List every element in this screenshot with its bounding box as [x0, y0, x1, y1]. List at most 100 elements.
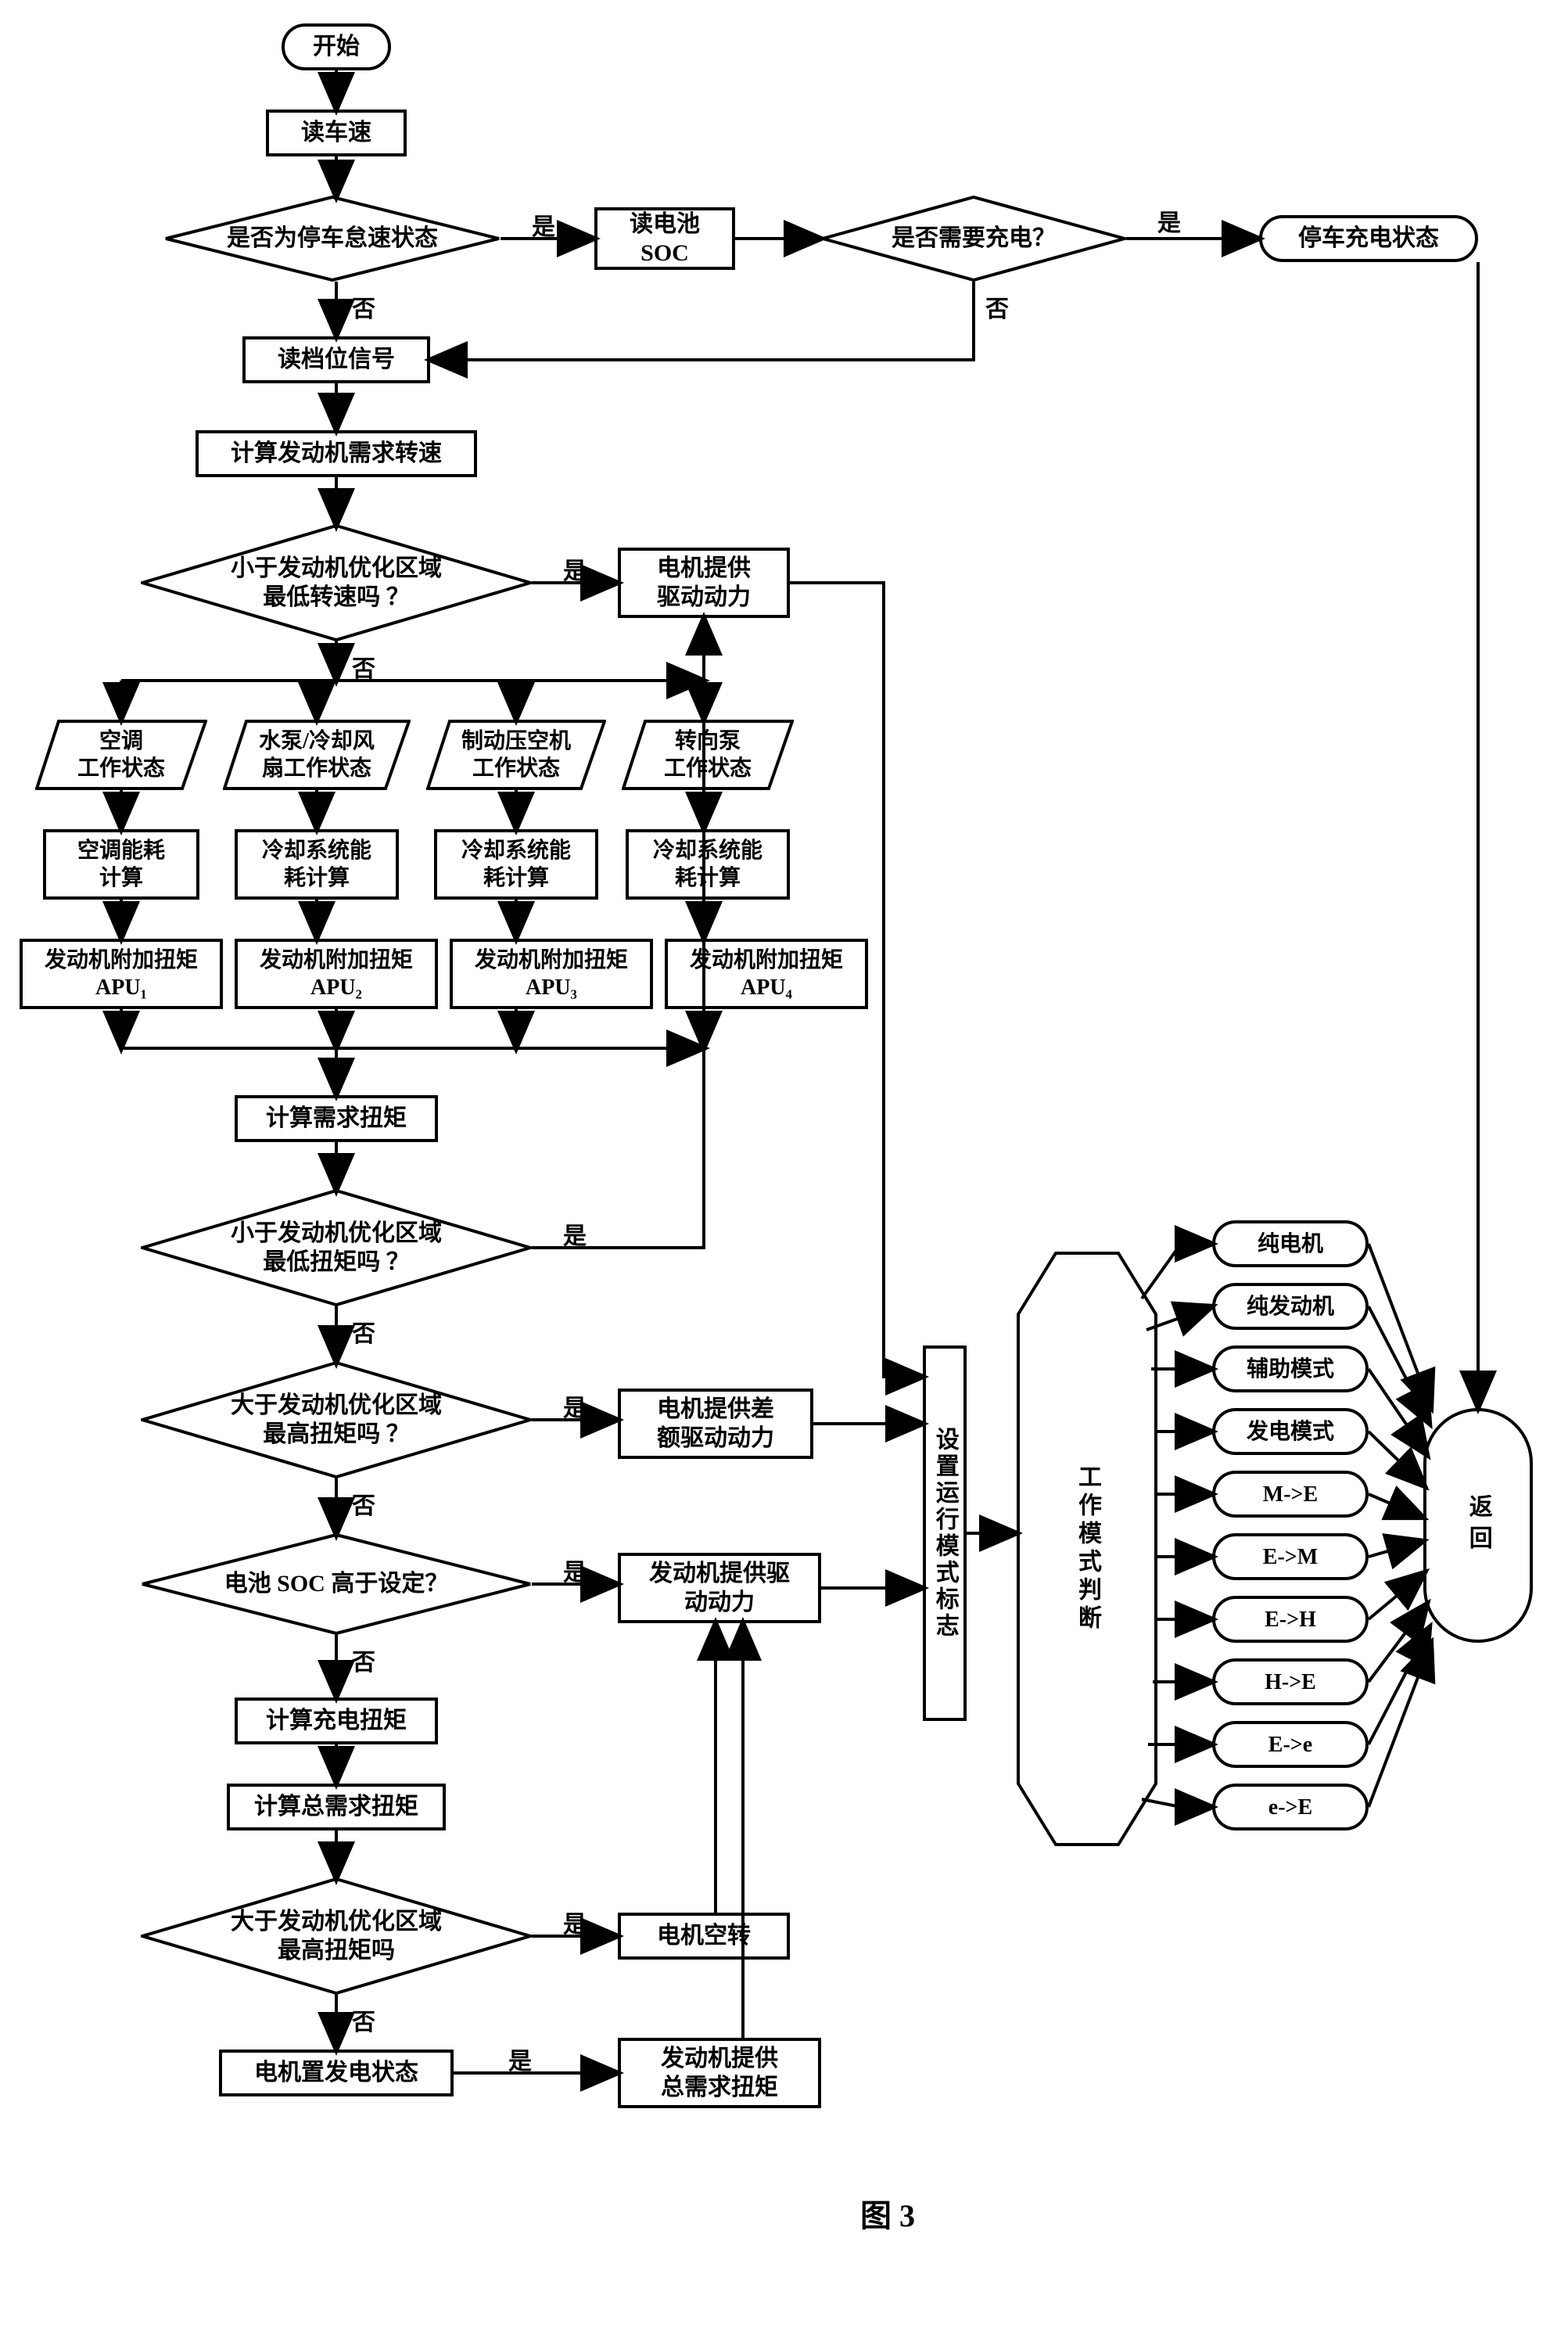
read-speed-box: 读车速	[266, 110, 407, 156]
lbl-rpm-yes: 是	[563, 551, 587, 586]
mode-8: E->e	[1212, 1721, 1369, 1768]
motor-gen-state-label: 电机置发电状态	[254, 2058, 418, 2088]
start-terminator: 开始	[282, 23, 391, 70]
lbl-maxtorque2-yes: 是	[563, 1905, 587, 1939]
cool-calc-box: 冷却系统能 耗计算	[235, 829, 399, 900]
apu1-box: 发动机附加扭矩 APU₁	[20, 939, 223, 1009]
para-ac: 空调 工作状态	[35, 720, 207, 790]
need-charge-decision: 是否需要充电？	[821, 196, 1126, 282]
para-cool-label: 水泵/冷却风 扇工作状态	[259, 728, 375, 782]
mode-0: 纯电机	[1212, 1220, 1369, 1267]
apu2-label: 发动机附加扭矩 APU₂	[260, 947, 413, 1001]
mode-2-label: 辅助模式	[1247, 1356, 1334, 1383]
soc-above-set-decision: 电池 SOC 高于设定？	[141, 1533, 532, 1635]
lbl-soc-yes: 是	[563, 1553, 587, 1587]
read-soc-label: 读电池 SOC	[630, 210, 700, 268]
figure-caption: 图 3	[860, 2190, 915, 2236]
calc-req-torque-box: 计算需求扭矩	[235, 1095, 438, 1142]
para-steer-label: 转向泵 工作状态	[664, 728, 752, 782]
set-mode-flag-box: 设置运行模式标志	[923, 1345, 967, 1721]
read-gear-box: 读档位信号	[242, 336, 430, 383]
mode-judge-bracket: 工作模式判断	[1017, 1252, 1157, 1846]
mode-8-label: E->e	[1268, 1731, 1312, 1759]
apu3-label: 发动机附加扭矩 APU₃	[475, 947, 628, 1001]
brake-calc-box: 冷却系统能 耗计算	[434, 829, 598, 900]
motor-drive-box: 电机提供 驱动动力	[618, 548, 790, 618]
calc-rpm-box: 计算发动机需求转速	[196, 430, 477, 477]
calc-total-torque-box: 计算总需求扭矩	[227, 1784, 446, 1830]
lbl-maxtorque2-no: 否	[352, 2003, 375, 2037]
apu2-box: 发动机附加扭矩 APU₂	[235, 939, 438, 1009]
mode-3-label: 发电模式	[1247, 1418, 1334, 1446]
set-mode-flag-label: 设置运行模式标志	[930, 1427, 960, 1640]
brake-calc-label: 冷却系统能 耗计算	[461, 837, 571, 892]
apu1-label: 发动机附加扭矩 APU₁	[45, 947, 198, 1001]
below-min-rpm-decision: 小于发动机优化区域 最低转速吗 ？	[141, 524, 532, 641]
mode-judge-label: 工作模式判断	[1070, 1464, 1104, 1633]
mode-5: E->M	[1212, 1533, 1369, 1580]
para-brake-label: 制动压空机 工作状态	[461, 728, 571, 782]
lbl-gen-yes: 是	[508, 2042, 532, 2076]
mode-9-label: e->E	[1268, 1794, 1312, 1821]
mode-1: 纯发动机	[1212, 1283, 1369, 1330]
read-gear-label: 读档位信号	[278, 345, 395, 375]
read-speed-label: 读车速	[301, 118, 371, 148]
motor-idle-label: 电机空转	[657, 1921, 751, 1951]
mode-5-label: E->M	[1263, 1543, 1318, 1571]
lbl-mintorque-no: 否	[352, 1314, 375, 1349]
motor-gen-state-box: 电机置发电状态	[219, 2050, 454, 2096]
lbl-soc-no: 否	[352, 1643, 375, 1677]
above-max-torque2-decision: 大于发动机优化区域 最高扭矩吗	[141, 1877, 532, 1995]
calc-req-torque-label: 计算需求扭矩	[266, 1104, 407, 1133]
calc-charge-torque-label: 计算充电扭矩	[266, 1706, 407, 1736]
engine-total-torque-label: 发动机提供 总需求扭矩	[661, 2044, 778, 2103]
mode-2: 辅助模式	[1212, 1345, 1369, 1392]
cool-calc-label: 冷却系统能 耗计算	[262, 837, 371, 892]
park-charge-label: 停车充电状态	[1298, 224, 1439, 253]
steer-calc-box: 冷却系统能 耗计算	[626, 829, 790, 900]
engine-total-torque-box: 发动机提供 总需求扭矩	[618, 2038, 821, 2108]
lbl-charge-yes: 是	[1157, 203, 1181, 238]
steer-calc-label: 冷却系统能 耗计算	[653, 837, 762, 892]
lbl-mintorque-yes: 是	[563, 1216, 587, 1251]
need-charge-label: 是否需要充电？	[863, 216, 1084, 261]
apu3-box: 发动机附加扭矩 APU₃	[450, 939, 653, 1009]
below-min-torque-label: 小于发动机优化区域 最低扭矩吗 ？	[203, 1211, 470, 1285]
mode-7-label: H->E	[1265, 1669, 1316, 1696]
park-charge-terminator: 停车充电状态	[1259, 215, 1478, 262]
calc-rpm-label: 计算发动机需求转速	[231, 439, 442, 469]
lbl-maxtorque-yes: 是	[563, 1389, 587, 1423]
below-min-torque-decision: 小于发动机优化区域 最低扭矩吗 ？	[141, 1189, 532, 1306]
para-steer: 转向泵 工作状态	[622, 720, 794, 790]
calc-charge-torque-box: 计算充电扭矩	[235, 1698, 438, 1744]
above-max-torque-label: 大于发动机优化区域 最高扭矩吗 ？	[203, 1383, 470, 1457]
ac-calc-box: 空调能耗 计算	[43, 829, 199, 900]
para-cool: 水泵/冷却风 扇工作状态	[223, 720, 411, 790]
lbl-idle-no: 否	[352, 289, 375, 324]
mode-6-label: E->H	[1265, 1606, 1316, 1633]
above-max-torque-decision: 大于发动机优化区域 最高扭矩吗 ？	[141, 1361, 532, 1478]
para-ac-label: 空调 工作状态	[77, 728, 165, 782]
mode-0-label: 纯电机	[1258, 1230, 1323, 1258]
is-idle-label: 是否为停车怠速状态	[199, 216, 466, 261]
engine-drive-label: 发动机提供驱 动动力	[649, 1559, 790, 1618]
return-label: 返回	[1463, 1494, 1493, 1557]
mode-3: 发电模式	[1212, 1408, 1369, 1455]
below-min-rpm-label: 小于发动机优化区域 最低转速吗 ？	[203, 546, 470, 620]
engine-drive-box: 发动机提供驱 动动力	[618, 1553, 821, 1623]
lbl-charge-no: 否	[985, 289, 1009, 324]
motor-idle-box: 电机空转	[618, 1913, 790, 1960]
above-max-torque2-label: 大于发动机优化区域 最高扭矩吗	[203, 1899, 470, 1974]
start-label: 开始	[313, 32, 360, 62]
motor-drive-label: 电机提供 驱动动力	[657, 554, 751, 613]
lbl-maxtorque-no: 否	[352, 1486, 375, 1521]
soc-above-set-label: 电池 SOC 高于设定？	[196, 1561, 477, 1607]
lbl-rpm-no: 否	[352, 649, 375, 684]
apu4-box: 发动机附加扭矩 APU₄	[665, 939, 868, 1009]
mode-4: M->E	[1212, 1471, 1369, 1518]
apu4-label: 发动机附加扭矩 APU₄	[690, 947, 843, 1001]
motor-diff-drive-label: 电机提供差 额驱动动力	[657, 1395, 774, 1453]
motor-diff-drive-box: 电机提供差 额驱动动力	[618, 1389, 813, 1459]
read-soc-box: 读电池 SOC	[594, 207, 735, 270]
ac-calc-label: 空调能耗 计算	[77, 837, 165, 892]
